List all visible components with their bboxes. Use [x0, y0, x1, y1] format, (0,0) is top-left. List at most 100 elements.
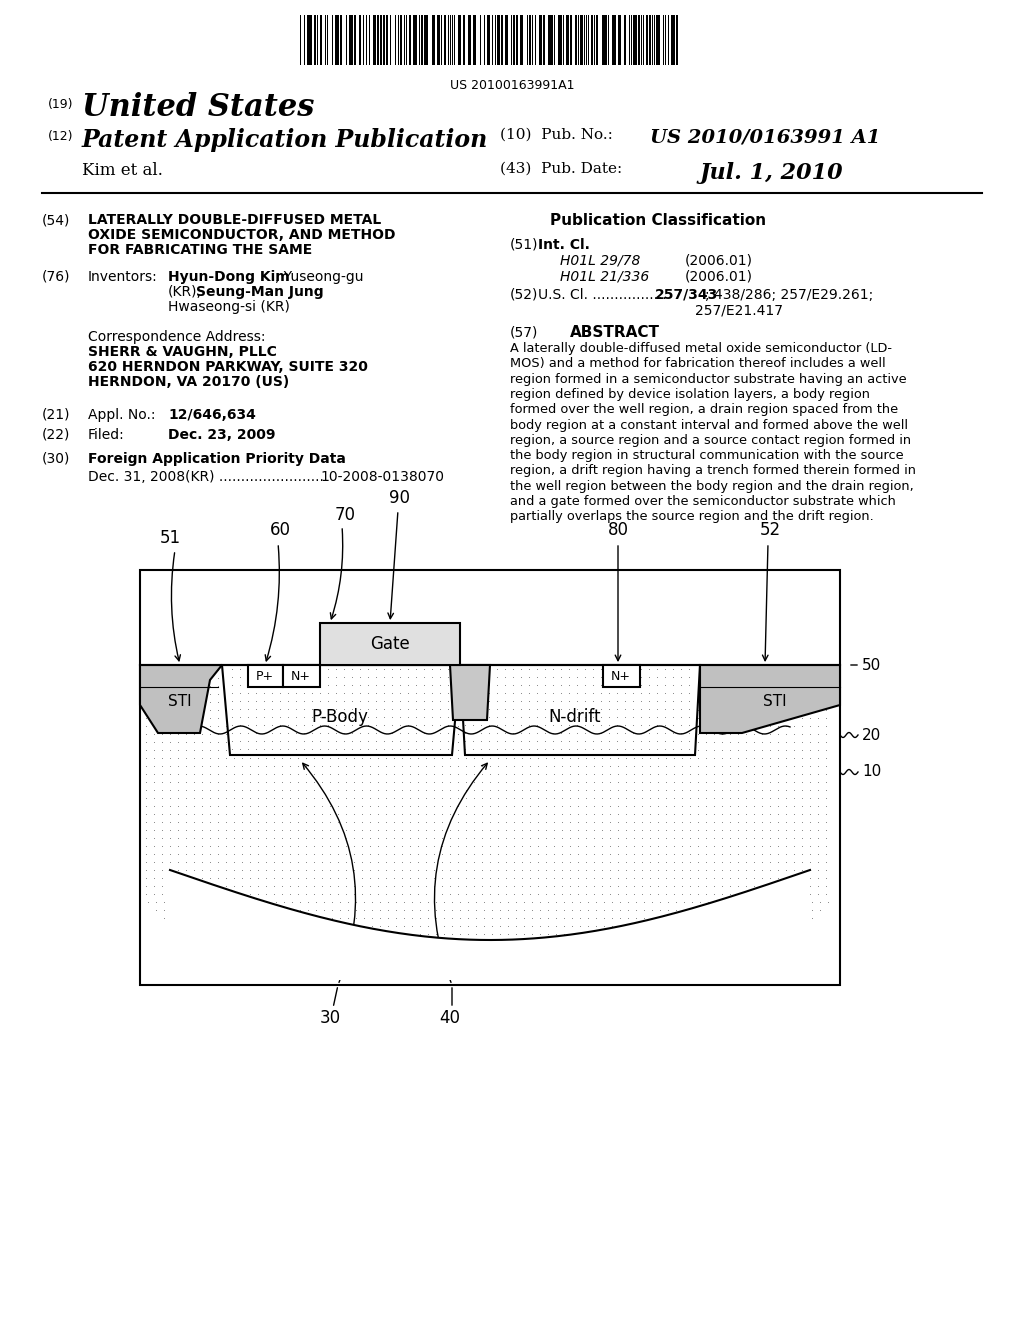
Bar [539, 15, 542, 65]
Bar [656, 15, 660, 65]
Polygon shape [248, 665, 283, 686]
Bar [633, 15, 637, 65]
Text: (51): (51) [510, 238, 539, 252]
Bar [383, 15, 385, 65]
Text: (19): (19) [48, 98, 74, 111]
Bar [548, 15, 553, 65]
Text: 60: 60 [269, 521, 291, 539]
Bar [487, 15, 490, 65]
Text: Jul. 1, 2010: Jul. 1, 2010 [700, 162, 844, 183]
Bar [400, 15, 402, 65]
Bar [432, 15, 435, 65]
Bar [649, 15, 651, 65]
Bar [618, 15, 621, 65]
Text: 12/646,634: 12/646,634 [168, 408, 256, 422]
Polygon shape [700, 665, 840, 733]
Text: (21): (21) [42, 408, 71, 422]
Text: MOS) and a method for fabrication thereof includes a well: MOS) and a method for fabrication thereo… [510, 358, 886, 371]
Text: Hwaseong-si (KR): Hwaseong-si (KR) [168, 300, 290, 314]
Text: (KR) ........................: (KR) ........................ [185, 470, 324, 484]
Text: 30: 30 [319, 1008, 341, 1027]
Bar [340, 15, 342, 65]
Text: Seung-Man Jung: Seung-Man Jung [196, 285, 324, 300]
Bar [444, 15, 446, 65]
Bar [463, 15, 465, 65]
Bar [570, 15, 572, 65]
Bar [458, 15, 461, 65]
Text: the well region between the body region and the drain region,: the well region between the body region … [510, 479, 913, 492]
Text: (43)  Pub. Date:: (43) Pub. Date: [500, 162, 623, 176]
Text: Appl. No.:: Appl. No.: [88, 408, 156, 422]
Bar [307, 15, 312, 65]
Text: 10-2008-0138070: 10-2008-0138070 [319, 470, 444, 484]
Text: (76): (76) [42, 271, 71, 284]
Text: formed over the well region, a drain region spaced from the: formed over the well region, a drain reg… [510, 403, 898, 416]
Text: 90: 90 [389, 488, 411, 507]
Bar [377, 15, 379, 65]
Text: (22): (22) [42, 428, 71, 442]
Text: Hyun-Dong Kim: Hyun-Dong Kim [168, 271, 290, 284]
Text: (54): (54) [42, 213, 71, 227]
Text: (KR);: (KR); [168, 285, 202, 300]
Bar [354, 15, 356, 65]
Bar [380, 15, 382, 65]
Text: N+: N+ [611, 669, 631, 682]
Bar [602, 15, 607, 65]
Bar [468, 15, 471, 65]
Text: region defined by device isolation layers, a body region: region defined by device isolation layer… [510, 388, 870, 401]
Polygon shape [170, 870, 810, 979]
Bar [580, 15, 583, 65]
Text: (12): (12) [48, 129, 74, 143]
Bar [676, 15, 678, 65]
Polygon shape [222, 665, 460, 755]
Text: P-Body: P-Body [311, 708, 369, 726]
Text: HERNDON, VA 20170 (US): HERNDON, VA 20170 (US) [88, 375, 289, 389]
Bar [513, 15, 515, 65]
Text: Gate: Gate [370, 635, 410, 653]
Bar [421, 15, 423, 65]
Text: STI: STI [168, 694, 191, 710]
Text: body region at a constant interval and formed above the well: body region at a constant interval and f… [510, 418, 908, 432]
Text: Inventors:: Inventors: [88, 271, 158, 284]
Text: 70: 70 [335, 506, 355, 524]
Text: Int. Cl.: Int. Cl. [538, 238, 590, 252]
Text: 52: 52 [760, 521, 780, 539]
Polygon shape [460, 665, 700, 755]
Text: Foreign Application Priority Data: Foreign Application Priority Data [88, 451, 346, 466]
Bar [558, 15, 562, 65]
Bar [624, 15, 626, 65]
Polygon shape [603, 665, 640, 686]
Text: Correspondence Address:: Correspondence Address: [88, 330, 265, 345]
Polygon shape [283, 665, 319, 686]
Text: 80: 80 [607, 521, 629, 539]
Text: H01L 29/78: H01L 29/78 [560, 253, 640, 268]
Text: A laterally double-diffused metal oxide semiconductor (LD-: A laterally double-diffused metal oxide … [510, 342, 892, 355]
Text: region, a source region and a source contact region formed in: region, a source region and a source con… [510, 434, 911, 446]
Bar [473, 15, 476, 65]
Text: 620 HERNDON PARKWAY, SUITE 320: 620 HERNDON PARKWAY, SUITE 320 [88, 360, 368, 374]
Text: U.S. Cl. .................: U.S. Cl. ................. [538, 288, 667, 302]
Bar [591, 15, 593, 65]
Bar [505, 15, 508, 65]
Bar [543, 15, 545, 65]
Text: (52): (52) [510, 288, 539, 302]
Text: Kim et al.: Kim et al. [82, 162, 163, 180]
Text: (30): (30) [42, 451, 71, 466]
Polygon shape [450, 665, 490, 719]
Text: Patent Application Publication: Patent Application Publication [82, 128, 488, 152]
Text: LATERALLY DOUBLE-DIFFUSED METAL: LATERALLY DOUBLE-DIFFUSED METAL [88, 213, 381, 227]
Text: N+: N+ [291, 669, 311, 682]
Bar [566, 15, 569, 65]
Polygon shape [140, 665, 222, 733]
Bar [575, 15, 577, 65]
Text: United States: United States [82, 92, 314, 123]
Text: US 20100163991A1: US 20100163991A1 [450, 79, 574, 92]
Bar [314, 15, 316, 65]
Text: ABSTRACT: ABSTRACT [570, 325, 660, 341]
Text: 50: 50 [862, 657, 882, 672]
Bar [516, 15, 518, 65]
Bar [359, 15, 361, 65]
Text: ; 438/286; 257/E29.261;: ; 438/286; 257/E29.261; [705, 288, 873, 302]
Text: N-drift: N-drift [549, 708, 601, 726]
Text: Dec. 23, 2009: Dec. 23, 2009 [168, 428, 275, 442]
